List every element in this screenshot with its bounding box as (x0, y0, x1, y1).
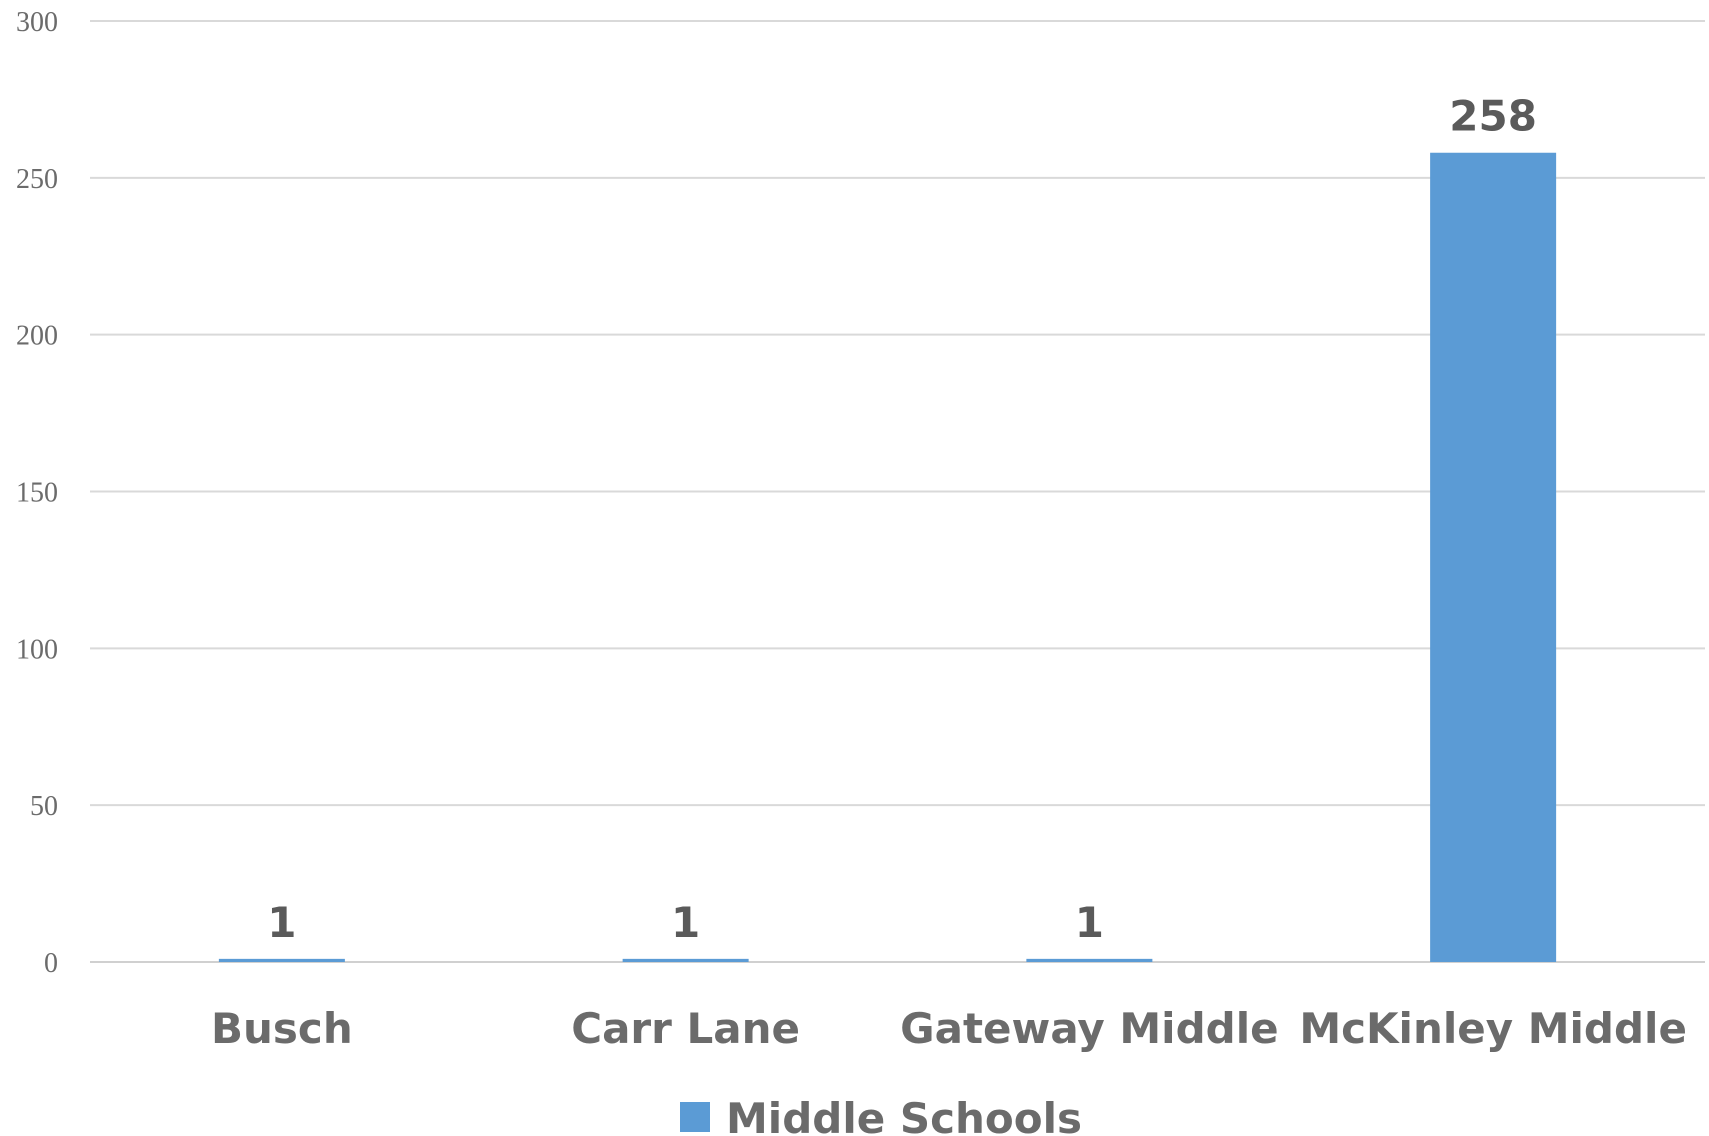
y-tick-label-300: 300 (16, 7, 58, 38)
x-category-label-mckinley-middle: McKinley Middle (1299, 1004, 1687, 1053)
data-labels: 1 1 1 258 (267, 92, 1537, 947)
data-label-busch: 1 (267, 898, 296, 947)
data-label-carr-lane: 1 (671, 898, 700, 947)
bars (218, 152, 1557, 963)
legend: Middle Schools (680, 1094, 1082, 1136)
y-tick-label-250: 250 (16, 164, 58, 195)
y-tick-label-150: 150 (16, 478, 58, 509)
data-label-gateway-middle: 1 (1075, 898, 1104, 947)
x-axis-categories: Busch Carr Lane Gateway Middle McKinley Mid… (211, 1004, 1687, 1053)
y-tick-label-100: 100 (16, 634, 58, 665)
y-tick-label-50: 50 (30, 791, 58, 822)
y-tick-label-200: 200 (16, 321, 58, 352)
x-category-label-busch: Busch (211, 1004, 353, 1053)
data-label-mckinley-middle: 258 (1449, 92, 1537, 141)
bar-mckinley-middle (1430, 152, 1557, 963)
bar-gateway-middle (1026, 958, 1153, 962)
x-category-label-gateway-middle: Gateway Middle (900, 1004, 1278, 1053)
bar-busch (218, 958, 345, 962)
y-axis-ticks: 0 50 100 150 200 250 300 (16, 7, 58, 979)
y-tick-label-0: 0 (44, 948, 58, 979)
gridlines (90, 20, 1705, 963)
legend-label-middle-schools: Middle Schools (726, 1094, 1082, 1136)
legend-swatch-middle-schools (680, 1102, 710, 1132)
x-category-label-carr-lane: Carr Lane (571, 1004, 800, 1053)
bar-carr-lane (622, 958, 749, 962)
